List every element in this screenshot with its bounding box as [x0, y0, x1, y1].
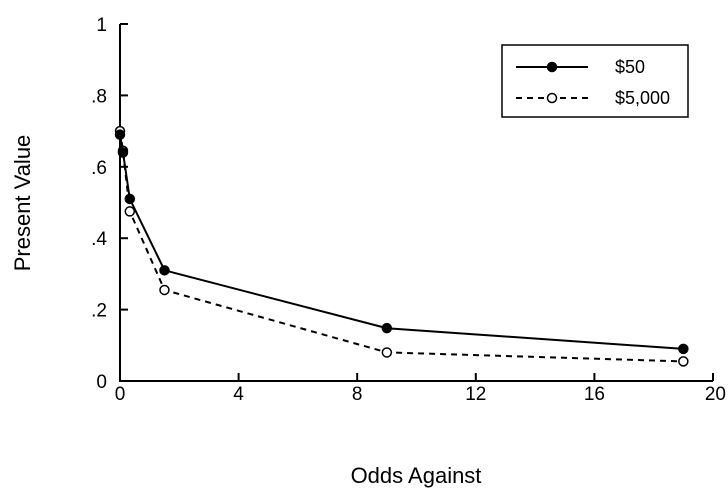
data-point	[679, 344, 688, 353]
x-axis-ticks: 0 4 8 12 16 20	[115, 373, 726, 405]
data-point	[125, 194, 134, 203]
y-axis-title-group: Present Value	[10, 135, 35, 272]
x-tick-label: 16	[584, 384, 605, 405]
data-point	[382, 324, 391, 333]
y-tick-label: 1	[96, 15, 107, 36]
legend: $50 $5,000	[502, 45, 688, 117]
y-tick-label: .6	[91, 158, 107, 179]
x-tick-label: 4	[233, 384, 244, 405]
data-point	[118, 148, 127, 157]
data-point	[679, 357, 688, 366]
data-point	[116, 130, 125, 139]
y-axis-title: Present Value	[10, 135, 35, 272]
x-tick-label: 0	[115, 384, 126, 405]
data-point	[125, 207, 134, 216]
y-tick-label: 0	[96, 372, 107, 393]
data-point	[160, 266, 169, 275]
legend-marker-5000	[548, 94, 557, 103]
x-tick-label: 20	[705, 384, 726, 405]
y-axis-ticks: 0 .2 .4 .6 .8 1	[91, 15, 128, 393]
y-tick-label: .2	[91, 301, 107, 322]
x-tick-label: 8	[352, 384, 363, 405]
series-line	[120, 135, 683, 349]
y-tick-label: .4	[91, 229, 107, 250]
y-tick-label: .8	[91, 86, 107, 107]
data-point	[160, 285, 169, 294]
legend-label-50: $50	[615, 57, 645, 77]
data-point	[382, 348, 391, 357]
x-axis-title: Odds Against	[351, 463, 482, 488]
legend-label-5000: $5,000	[615, 88, 670, 108]
legend-marker-50	[548, 63, 557, 72]
series-layer	[116, 127, 688, 366]
series-0	[116, 130, 688, 353]
x-tick-label: 12	[465, 384, 486, 405]
series-line	[120, 131, 683, 361]
